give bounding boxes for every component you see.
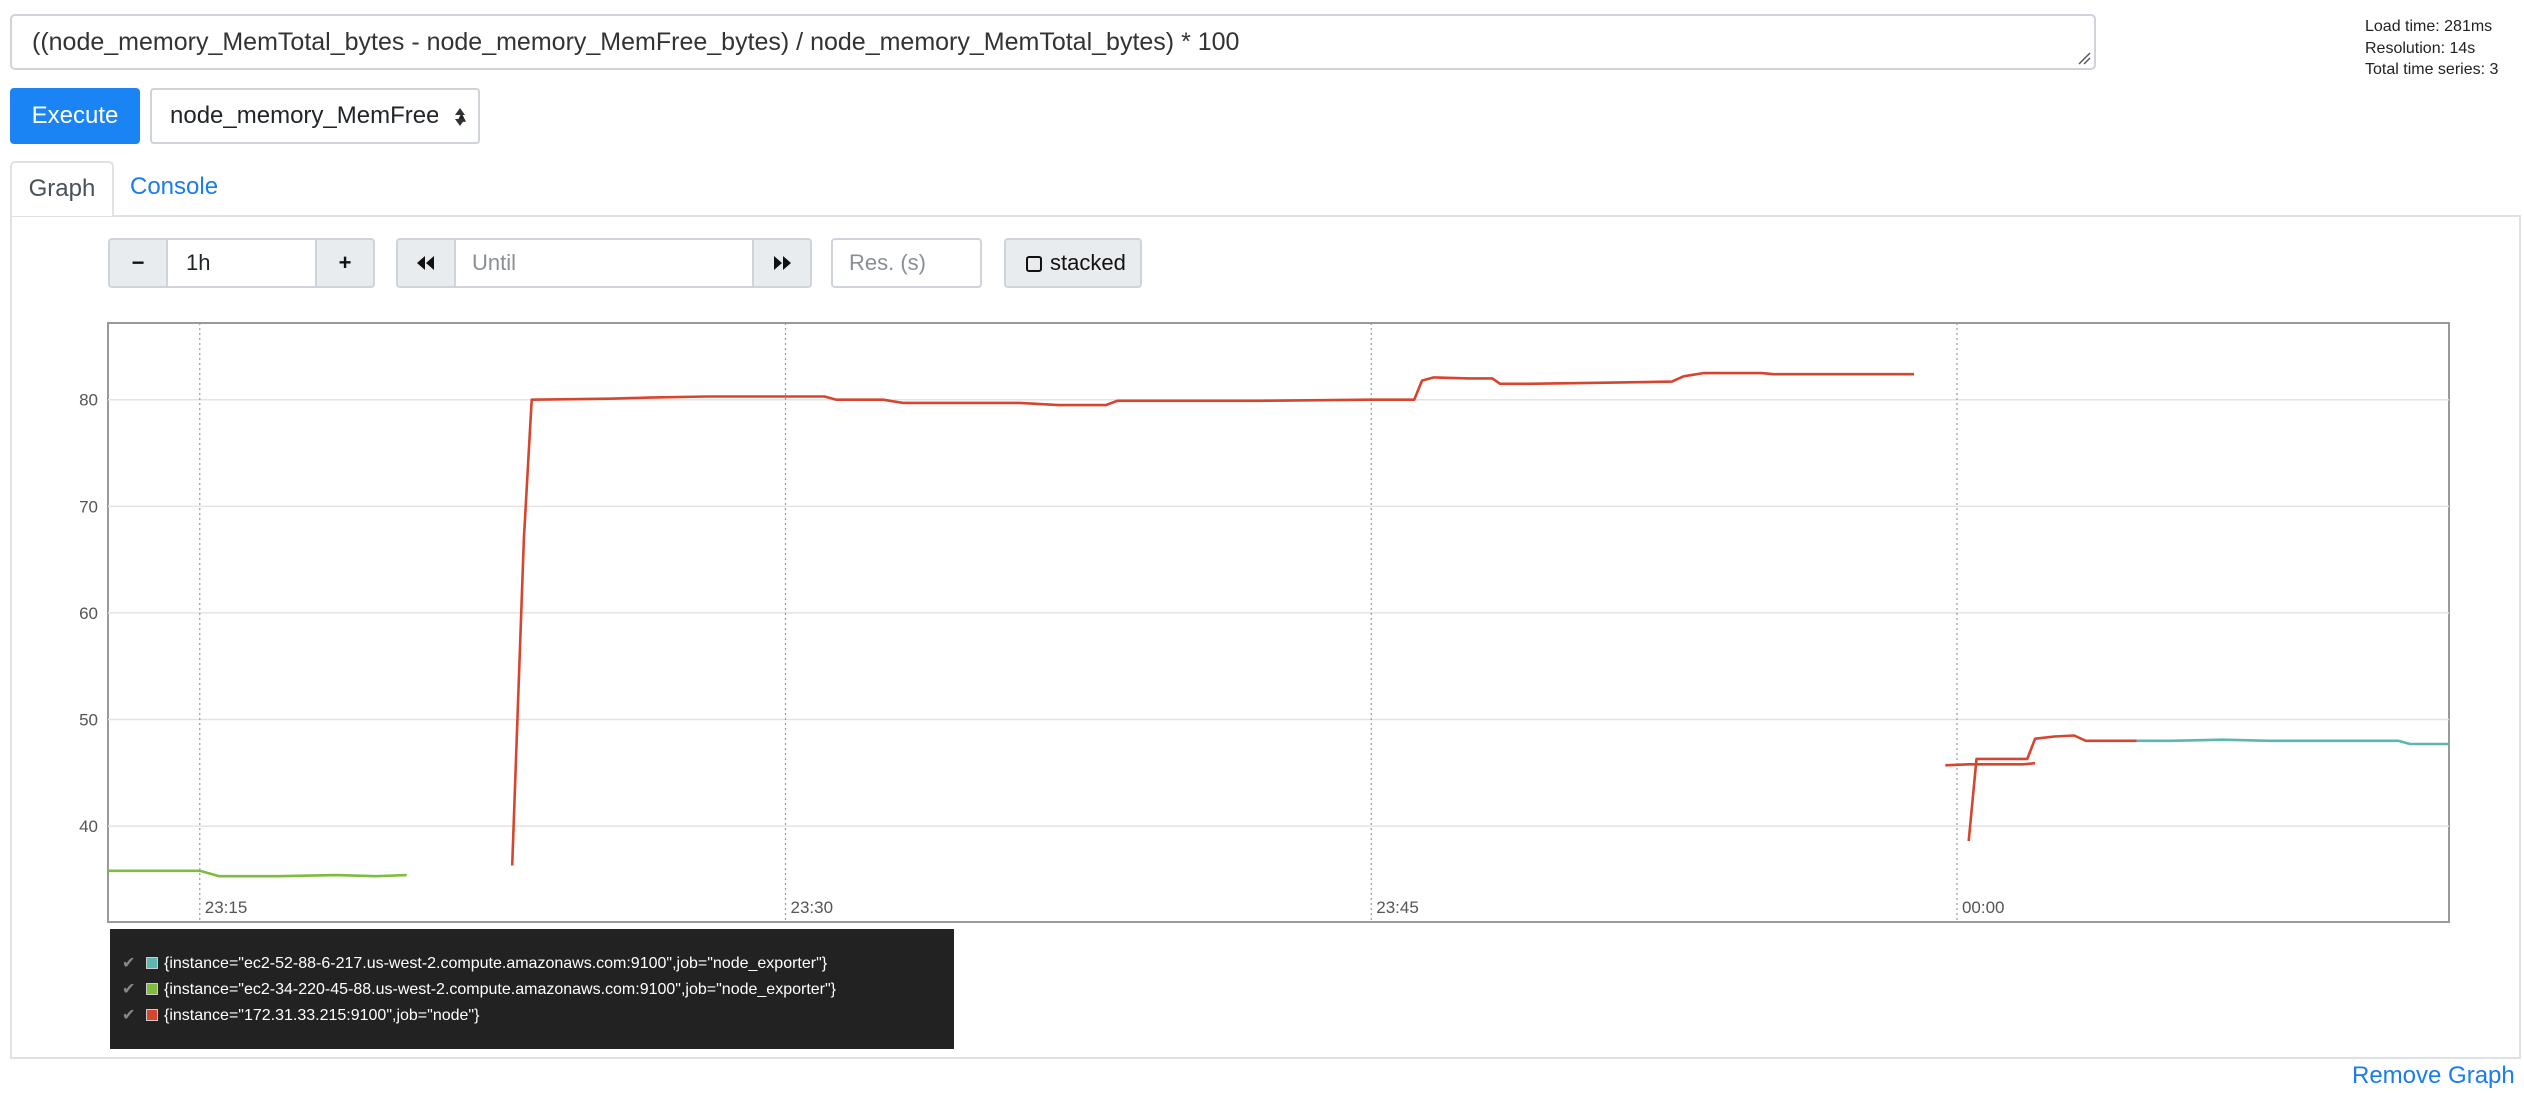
series-line [1967, 734, 2137, 842]
load-time: Load time: 281ms [2365, 18, 2493, 35]
legend-label: {instance="172.31.33.215:9100",job="node… [164, 1007, 480, 1024]
x-tick-label: 23:30 [791, 898, 834, 917]
y-tick-label: 50 [79, 710, 98, 729]
plus-icon: + [338, 250, 352, 275]
series-line [510, 371, 1914, 866]
minus-icon: − [131, 250, 145, 275]
expression-text: ((node_memory_MemTotal_bytes - node_memo… [32, 28, 1240, 56]
y-tick-label: 70 [79, 497, 98, 516]
legend-item[interactable]: ✔ {instance="172.31.33.215:9100",job="nod… [110, 1003, 954, 1029]
resize-grip-icon[interactable] [2077, 51, 2091, 65]
series-line [1945, 761, 2036, 767]
tab-console[interactable]: Console [130, 173, 219, 200]
legend: ✔ {instance="ec2-52-88-6-217.us-west-2.co… [110, 929, 954, 1049]
step-forward-button[interactable] [752, 238, 812, 288]
legend-item[interactable]: ✔ {instance="ec2-52-88-6-217.us-west-2.co… [110, 951, 954, 977]
x-tick-label: 23:15 [205, 898, 248, 917]
metric-select-value: node_memory_MemFree [170, 102, 438, 129]
until-input[interactable]: Until [454, 238, 754, 288]
checkmark-icon: ✔ [122, 1007, 136, 1024]
step-back-button[interactable] [396, 238, 456, 288]
legend-swatch [146, 983, 158, 995]
y-tick-label: 60 [79, 604, 98, 623]
query-stats: Load time: 281ms Resolution: 14s Total t… [2365, 16, 2498, 81]
stacked-toggle[interactable]: stacked [1004, 238, 1142, 288]
double-chevron-right-icon [774, 256, 791, 270]
sort-arrows-icon [455, 108, 465, 126]
legend-item[interactable]: ✔ {instance="ec2-34-220-45-88.us-west-2.c… [110, 977, 954, 1003]
graph-panel [10, 215, 2521, 1059]
y-tick-label: 80 [79, 391, 98, 410]
legend-label: {instance="ec2-34-220-45-88.us-west-2.co… [164, 981, 837, 998]
range-value: 1h [186, 250, 211, 275]
total-series: Total time series: 3 [2365, 61, 2499, 78]
checkmark-icon: ✔ [122, 981, 136, 998]
until-placeholder: Until [472, 250, 517, 275]
resolution-input[interactable]: Res. (s) [831, 238, 982, 288]
resolution-placeholder: Res. (s) [849, 250, 926, 275]
tab-graph[interactable]: Graph [10, 161, 114, 216]
x-tick-label: 00:00 [1962, 898, 2005, 917]
legend-label: {instance="ec2-52-88-6-217.us-west-2.com… [164, 955, 828, 972]
double-chevron-left-icon [417, 256, 434, 270]
series-line [2136, 738, 2449, 746]
expression-input[interactable]: ((node_memory_MemTotal_bytes - node_memo… [10, 14, 2096, 70]
legend-swatch [146, 1009, 158, 1021]
increase-range-button[interactable]: + [315, 238, 375, 288]
checkmark-icon: ✔ [122, 955, 136, 972]
select-caret-icon: ▴ [456, 106, 466, 126]
metric-select[interactable]: node_memory_MemFree ▴ [150, 88, 480, 144]
remove-graph-link[interactable]: Remove Graph [2352, 1062, 2515, 1089]
stacked-label: stacked [1050, 250, 1126, 275]
resolution: Resolution: 14s [2365, 39, 2476, 57]
plot-frame [107, 322, 2450, 923]
execute-button[interactable]: Execute [10, 88, 140, 144]
x-tick-label: 23:45 [1376, 898, 1419, 917]
series-line [108, 869, 407, 878]
checkbox-icon [1026, 256, 1042, 272]
y-tick-label: 40 [79, 817, 98, 836]
legend-swatch [146, 957, 158, 969]
